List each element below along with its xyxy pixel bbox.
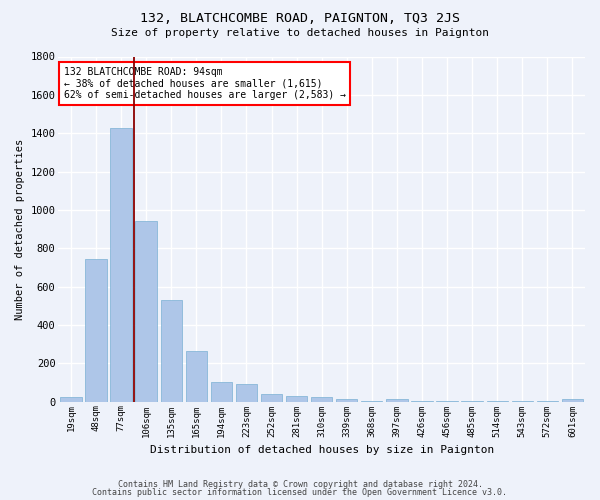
Text: Size of property relative to detached houses in Paignton: Size of property relative to detached ho… — [111, 28, 489, 38]
Text: Contains public sector information licensed under the Open Government Licence v3: Contains public sector information licen… — [92, 488, 508, 497]
Bar — [211, 382, 232, 402]
Bar — [386, 399, 407, 402]
Bar — [110, 128, 131, 402]
Bar — [185, 351, 207, 402]
Bar — [60, 398, 82, 402]
Text: 132, BLATCHCOMBE ROAD, PAIGNTON, TQ3 2JS: 132, BLATCHCOMBE ROAD, PAIGNTON, TQ3 2JS — [140, 12, 460, 26]
Bar — [286, 396, 307, 402]
Bar — [361, 400, 382, 402]
Bar — [136, 222, 157, 402]
Bar — [512, 400, 533, 402]
Bar — [562, 399, 583, 402]
Bar — [461, 400, 483, 402]
Bar — [261, 394, 282, 402]
Bar — [537, 400, 558, 402]
Bar — [236, 384, 257, 402]
Bar — [336, 399, 358, 402]
X-axis label: Distribution of detached houses by size in Paignton: Distribution of detached houses by size … — [149, 445, 494, 455]
Y-axis label: Number of detached properties: Number of detached properties — [15, 138, 25, 320]
Bar — [487, 400, 508, 402]
Bar — [161, 300, 182, 402]
Text: 132 BLATCHCOMBE ROAD: 94sqm
← 38% of detached houses are smaller (1,615)
62% of : 132 BLATCHCOMBE ROAD: 94sqm ← 38% of det… — [64, 67, 346, 100]
Bar — [412, 400, 433, 402]
Text: Contains HM Land Registry data © Crown copyright and database right 2024.: Contains HM Land Registry data © Crown c… — [118, 480, 482, 489]
Bar — [311, 397, 332, 402]
Bar — [436, 400, 458, 402]
Bar — [85, 259, 107, 402]
